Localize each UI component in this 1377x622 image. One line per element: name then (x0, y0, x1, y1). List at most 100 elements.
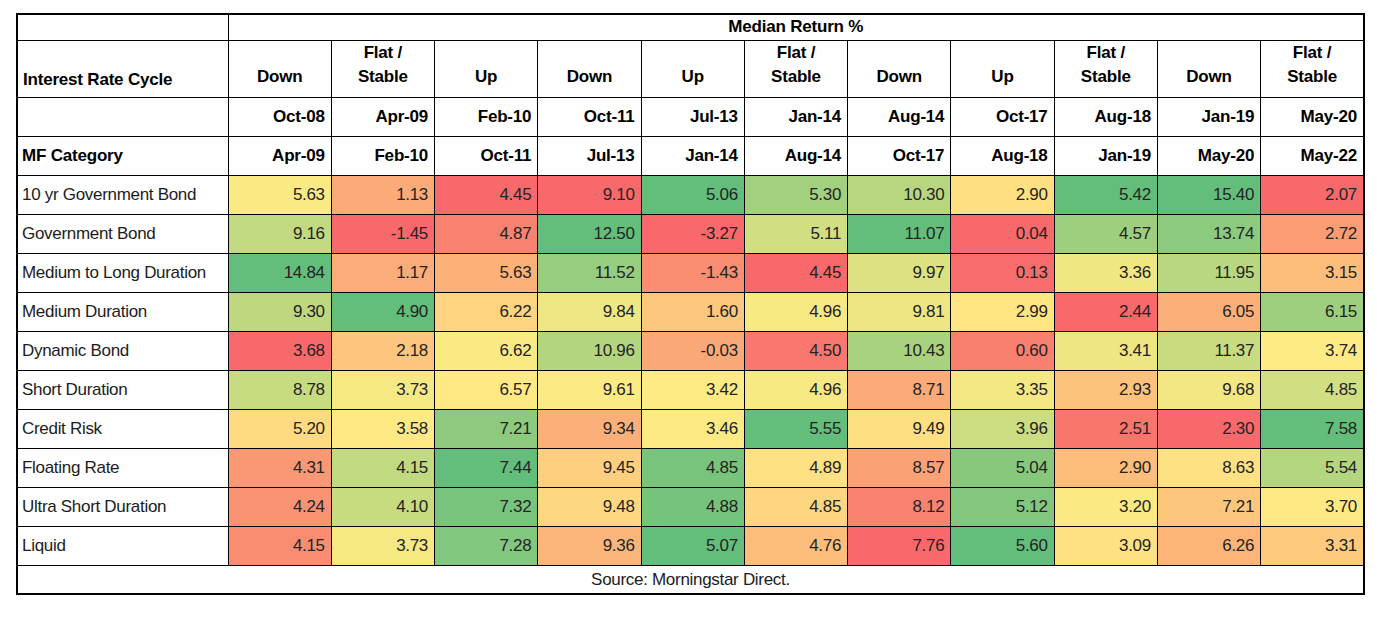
median-return-heatmap-table: Median Return % Interest Rate Cycle Down… (16, 13, 1365, 595)
cycle-header-cell: Down (228, 40, 331, 97)
cycle-header-cell: Down (848, 40, 951, 97)
return-value-cell: 14.84 (228, 253, 331, 292)
return-value-cell: 5.55 (744, 409, 847, 448)
cycle-header-cell: Flat / Stable (331, 40, 434, 97)
return-value-cell: 3.68 (228, 331, 331, 370)
return-value-cell: 5.54 (1261, 448, 1364, 487)
category-label: Government Bond (17, 214, 228, 253)
return-value-cell: 7.58 (1261, 409, 1364, 448)
return-value-cell: 2.30 (1157, 409, 1260, 448)
cycle-header-row: Interest Rate Cycle DownFlat / StableUpD… (17, 40, 1364, 97)
return-value-cell: 6.62 (435, 331, 538, 370)
period-start-cell: Aug-14 (848, 97, 951, 136)
return-value-cell: 7.44 (435, 448, 538, 487)
return-value-cell: 13.74 (1157, 214, 1260, 253)
return-value-cell: 3.70 (1261, 487, 1364, 526)
return-value-cell: 4.87 (435, 214, 538, 253)
return-value-cell: 7.21 (1157, 487, 1260, 526)
return-value-cell: 4.85 (1261, 370, 1364, 409)
return-value-cell: 6.26 (1157, 526, 1260, 565)
return-value-cell: 10.30 (848, 175, 951, 214)
return-value-cell: 4.85 (641, 448, 744, 487)
return-value-cell: 9.61 (538, 370, 641, 409)
return-value-cell: 3.46 (641, 409, 744, 448)
return-value-cell: 4.50 (744, 331, 847, 370)
category-label: Dynamic Bond (17, 331, 228, 370)
return-value-cell: 9.45 (538, 448, 641, 487)
period-start-cell: Oct-08 (228, 97, 331, 136)
return-value-cell: 2.93 (1054, 370, 1157, 409)
return-value-cell: 4.57 (1054, 214, 1157, 253)
return-value-cell: 11.07 (848, 214, 951, 253)
return-value-cell: 0.04 (951, 214, 1054, 253)
return-value-cell: 4.89 (744, 448, 847, 487)
period-start-cell: Jan-19 (1157, 97, 1260, 136)
return-value-cell: 4.96 (744, 292, 847, 331)
period-end-cell: Oct-11 (435, 136, 538, 175)
return-value-cell: 4.76 (744, 526, 847, 565)
return-value-cell: 9.48 (538, 487, 641, 526)
cycle-header-cell: Up (641, 40, 744, 97)
return-value-cell: 3.09 (1054, 526, 1157, 565)
return-value-cell: 8.12 (848, 487, 951, 526)
return-value-cell: 2.90 (951, 175, 1054, 214)
table-row: Medium to Long Duration14.841.175.6311.5… (17, 253, 1364, 292)
return-value-cell: 7.32 (435, 487, 538, 526)
cycle-header-cell: Up (435, 40, 538, 97)
return-value-cell: 4.45 (744, 253, 847, 292)
period-end-cell: Feb-10 (331, 136, 434, 175)
period-end-cell: Oct-17 (848, 136, 951, 175)
return-value-cell: 3.15 (1261, 253, 1364, 292)
cycle-header-cell: Flat / Stable (1054, 40, 1157, 97)
period-start-cell: Feb-10 (435, 97, 538, 136)
return-value-cell: 3.41 (1054, 331, 1157, 370)
return-value-cell: 1.13 (331, 175, 434, 214)
return-value-cell: 1.17 (331, 253, 434, 292)
return-value-cell: 11.52 (538, 253, 641, 292)
period-start-cell: Jul-13 (641, 97, 744, 136)
category-label: Floating Rate (17, 448, 228, 487)
return-value-cell: 5.04 (951, 448, 1054, 487)
return-value-cell: 5.07 (641, 526, 744, 565)
title-row: Median Return % (17, 14, 1364, 40)
return-value-cell: 0.13 (951, 253, 1054, 292)
cycle-header-cell: Down (1157, 40, 1260, 97)
table-row: 10 yr Government Bond5.631.134.459.105.0… (17, 175, 1364, 214)
return-value-cell: 9.30 (228, 292, 331, 331)
return-value-cell: 4.45 (435, 175, 538, 214)
period-end-cell: Apr-09 (228, 136, 331, 175)
source-note: Source: Morningstar Direct. (17, 565, 1364, 594)
category-label: Credit Risk (17, 409, 228, 448)
category-label: Short Duration (17, 370, 228, 409)
table-row: Ultra Short Duration4.244.107.329.484.88… (17, 487, 1364, 526)
period-end-cell: Jan-19 (1054, 136, 1157, 175)
return-value-cell: 4.15 (228, 526, 331, 565)
return-value-cell: 3.31 (1261, 526, 1364, 565)
return-value-cell: 5.06 (641, 175, 744, 214)
return-value-cell: 2.44 (1054, 292, 1157, 331)
category-label: Medium Duration (17, 292, 228, 331)
return-value-cell: 3.20 (1054, 487, 1157, 526)
return-value-cell: 3.42 (641, 370, 744, 409)
period-end-cell: Jan-14 (641, 136, 744, 175)
return-value-cell: 8.78 (228, 370, 331, 409)
return-value-cell: 5.11 (744, 214, 847, 253)
cycle-header-cell: Down (538, 40, 641, 97)
period-start-cell: Apr-09 (331, 97, 434, 136)
return-value-cell: 5.42 (1054, 175, 1157, 214)
return-value-cell: 9.49 (848, 409, 951, 448)
return-value-cell: -1.43 (641, 253, 744, 292)
return-value-cell: 8.63 (1157, 448, 1260, 487)
return-value-cell: 4.15 (331, 448, 434, 487)
return-value-cell: 4.24 (228, 487, 331, 526)
return-value-cell: 9.10 (538, 175, 641, 214)
return-value-cell: 8.57 (848, 448, 951, 487)
return-value-cell: 6.57 (435, 370, 538, 409)
table-row: Dynamic Bond3.682.186.6210.96-0.034.5010… (17, 331, 1364, 370)
table-row: Credit Risk5.203.587.219.343.465.559.493… (17, 409, 1364, 448)
cycle-header-cell: Flat / Stable (1261, 40, 1364, 97)
return-value-cell: 3.73 (331, 526, 434, 565)
cycle-header-cell: Flat / Stable (744, 40, 847, 97)
empty-label-cell (17, 97, 228, 136)
return-value-cell: 4.31 (228, 448, 331, 487)
